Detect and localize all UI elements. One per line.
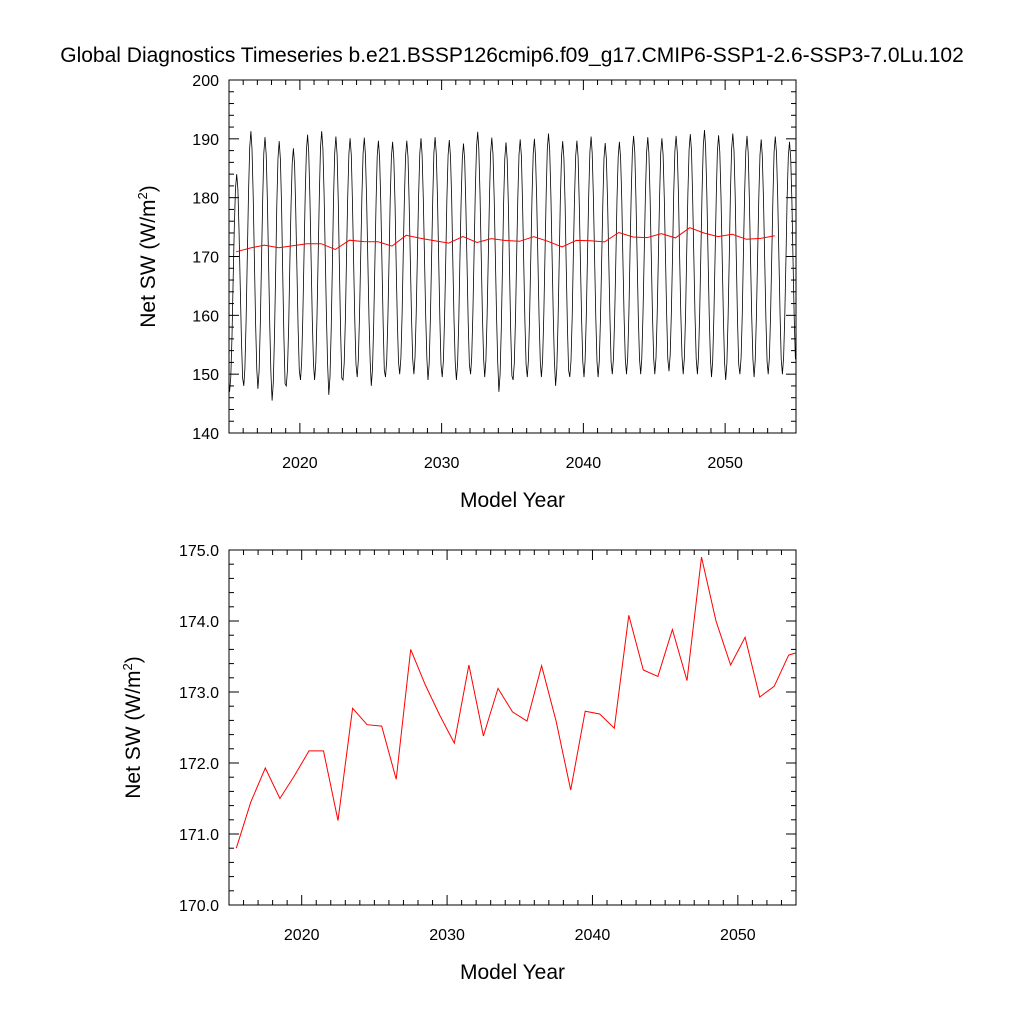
monthly-series-line [229, 129, 796, 401]
annual-mean-series-line [235, 227, 775, 253]
y-axis-title: Net SW (W/m2) [135, 185, 160, 328]
plot-frame [228, 79, 797, 434]
y-tick-label: 173.0 [179, 685, 219, 702]
x-tick-label: 2040 [575, 927, 611, 944]
y-tick-label: 170.0 [179, 898, 219, 915]
x-tick-label: 2050 [720, 927, 756, 944]
top-panel-monthly-timeseries: 2020 2030 2040 2050 140 150 160 170 180 190 200 Mod… [135, 73, 797, 512]
chart-title: Global Diagnostics Timeseries b.e21.BSSP… [60, 44, 964, 67]
y-tick-label: 180 [192, 191, 219, 208]
annual-mean-series-line [235, 556, 797, 849]
x-tick-label: 2020 [282, 455, 318, 472]
y-tick-label: 171.0 [179, 827, 219, 844]
y-tick-label: 150 [192, 367, 219, 384]
x-tick-label: 2020 [284, 927, 320, 944]
y-tick-label: 140 [192, 426, 219, 443]
x-axis-title: Model Year [460, 961, 565, 984]
y-tick-label: 190 [192, 132, 219, 149]
y-tick-label: 172.0 [179, 756, 219, 773]
y-tick-label: 200 [192, 73, 219, 90]
y-tick-label: 170 [192, 250, 219, 267]
y-tick-label: 174.0 [179, 614, 219, 631]
plot-frame [228, 549, 797, 906]
x-tick-label: 2030 [424, 455, 460, 472]
bottom-panel-annual-mean: 2020 2030 2040 2050 170.0 171.0 172.0 173.0 174.… [120, 543, 797, 984]
x-axis-title: Model Year [460, 489, 565, 512]
y-tick-label: 160 [192, 308, 219, 325]
y-axis-title: Net SW (W/m2) [120, 656, 145, 799]
x-tick-label: 2040 [566, 455, 602, 472]
x-tick-label: 2050 [707, 455, 743, 472]
x-tick-label: 2030 [429, 927, 465, 944]
y-tick-label: 175.0 [179, 543, 219, 560]
